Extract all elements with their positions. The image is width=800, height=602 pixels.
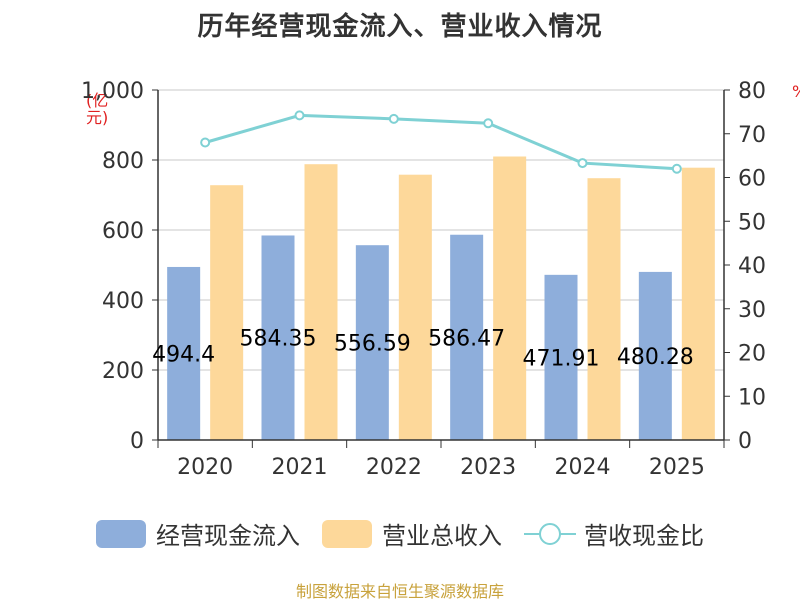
ratio-line: [204, 113, 677, 171]
bar-revenue: [210, 185, 244, 440]
bar-cash-inflow: [638, 271, 672, 440]
chart-title: 历年经营现金流入、营业收入情况: [197, 12, 603, 42]
legend-label-ratio: 营收现金比: [584, 522, 704, 550]
ratio-point: [388, 113, 399, 124]
ratio-point: [577, 158, 588, 169]
bar-revenue: [587, 178, 621, 440]
bar-revenue: [681, 167, 715, 440]
right-tick-label: 0: [738, 429, 752, 454]
right-tick-label: 40: [738, 254, 766, 279]
left-axis-unit: (亿元): [86, 91, 109, 127]
x-tick-label: 2020: [177, 455, 233, 480]
right-tick-label: 10: [738, 385, 766, 410]
bar-cash-inflow: [261, 235, 295, 440]
source-footer: 制图数据来自恒生聚源数据库: [295, 582, 504, 601]
left-tick-label: 800: [102, 149, 144, 174]
legend-swatch-cash-inflow: [96, 519, 146, 548]
legend-swatch-revenue: [322, 519, 372, 548]
legend-label-cash-inflow: 经营现金流入: [156, 522, 300, 550]
bar-revenue: [304, 164, 338, 440]
legend: 经营现金流入 营业总收入 营收现金比: [96, 516, 726, 551]
ratio-point: [671, 163, 682, 174]
ratio-point: [200, 137, 211, 148]
bar-revenue: [398, 174, 432, 440]
legend-line-marker: [524, 522, 576, 545]
legend-item-revenue: 营业总收入: [322, 516, 502, 551]
bar-revenue: [493, 156, 527, 440]
right-tick-label: 80: [738, 79, 766, 104]
right-tick-label: 50: [738, 210, 766, 235]
right-tick-label: 20: [738, 342, 766, 367]
left-tick-label: 600: [102, 219, 144, 244]
right-axis-unit: %: [792, 82, 800, 101]
right-tick-label: 60: [738, 167, 766, 192]
bar-cash-inflow: [450, 234, 484, 440]
left-tick-label: 1,000: [81, 79, 144, 104]
left-tick-label: 0: [130, 429, 144, 454]
ratio-point: [294, 110, 305, 121]
data-label-cash-inflow: 480.28: [617, 345, 694, 370]
x-tick-label: 2025: [649, 455, 705, 480]
right-tick-label: 70: [738, 123, 766, 148]
bar-cash-inflow: [544, 274, 578, 440]
legend-item-ratio: 营收现金比: [524, 516, 704, 551]
left-tick-label: 400: [102, 289, 144, 314]
x-tick-label: 2024: [555, 455, 611, 480]
data-label-cash-inflow: 586.47: [428, 326, 505, 351]
bar-cash-inflow: [355, 245, 389, 440]
x-tick-label: 2021: [272, 455, 328, 480]
legend-item-cash-inflow: 经营现金流入: [96, 516, 300, 551]
data-label-cash-inflow: 471.91: [523, 346, 600, 371]
bar-cash-inflow: [167, 266, 201, 440]
left-tick-label: 200: [102, 359, 144, 384]
x-tick-label: 2023: [460, 455, 516, 480]
x-tick-label: 2022: [366, 455, 422, 480]
legend-label-revenue: 营业总收入: [382, 522, 502, 550]
ratio-point: [483, 118, 494, 129]
data-label-cash-inflow: 556.59: [334, 332, 411, 357]
data-label-cash-inflow: 494.4: [152, 342, 215, 367]
data-label-cash-inflow: 584.35: [240, 327, 317, 352]
right-tick-label: 30: [738, 298, 766, 323]
